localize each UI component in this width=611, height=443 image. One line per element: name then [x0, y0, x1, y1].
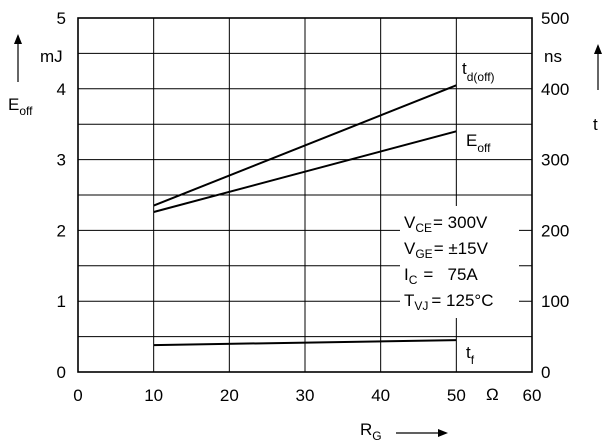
y-right-tick-label: 300: [541, 151, 569, 170]
y-left-tick-label: 4: [57, 80, 66, 99]
x-tick-label: 30: [296, 386, 315, 405]
y-right-tick-label: 500: [541, 9, 569, 28]
condition-vge: VGE= ±15V: [404, 239, 489, 261]
y-left-unit: mJ: [40, 47, 63, 66]
series-label-eoff: Eoff: [466, 131, 491, 155]
y-right-tick-label: 400: [541, 80, 569, 99]
y-right-unit: ns: [544, 47, 562, 66]
condition-tvj: TVJ = 125°C: [404, 291, 494, 313]
x-tick-label: 40: [371, 386, 390, 405]
series-label-td-off: td(off): [462, 59, 495, 84]
x-label: RG: [360, 420, 382, 443]
y-left-tick-labels: 0 1 2 3 4 5: [57, 9, 66, 382]
conditions-box: [400, 206, 519, 318]
series-line-td-off: [153, 84, 457, 207]
x-tick-label: 60: [523, 386, 542, 405]
series-line-eoff: [153, 130, 457, 213]
x-unit: Ω: [486, 385, 499, 404]
y-right-arrowhead-icon: [594, 44, 602, 54]
y-left-tick-label: 0: [57, 363, 66, 382]
x-tick-labels: 0 10 20 30 40 50 60: [73, 386, 541, 405]
condition-vce: VCE= 300V: [404, 213, 488, 235]
series-line-tf: [153, 339, 457, 347]
series-label-tf: tf: [466, 343, 475, 367]
x-tick-label: 20: [220, 386, 239, 405]
x-tick-label: 10: [144, 386, 163, 405]
x-arrowhead-icon: [438, 429, 448, 437]
y-right-tick-label: 0: [541, 363, 550, 382]
y-left-tick-label: 1: [57, 292, 66, 311]
grid: [78, 18, 532, 372]
x-tick-label: 50: [447, 386, 466, 405]
condition-ic: IC = 75A: [404, 265, 478, 287]
plot-frame: [77, 17, 533, 373]
y-right-label: t: [593, 115, 598, 134]
y-left-label: Eoff: [8, 95, 33, 118]
x-tick-label: 0: [73, 386, 82, 405]
y-right-tick-labels: 0 100 200 300 400 500: [541, 9, 569, 382]
y-left-tick-label: 2: [57, 221, 66, 240]
conditions-list: VCE= 300V VGE= ±15V IC = 75A TVJ = 125°C: [404, 213, 494, 313]
y-right-tick-label: 100: [541, 292, 569, 311]
curves: [153, 84, 457, 347]
y-left-tick-label: 3: [57, 151, 66, 170]
y-right-tick-label: 200: [541, 221, 569, 240]
y-left-arrowhead-icon: [14, 34, 22, 44]
y-left-tick-label: 5: [57, 9, 66, 28]
